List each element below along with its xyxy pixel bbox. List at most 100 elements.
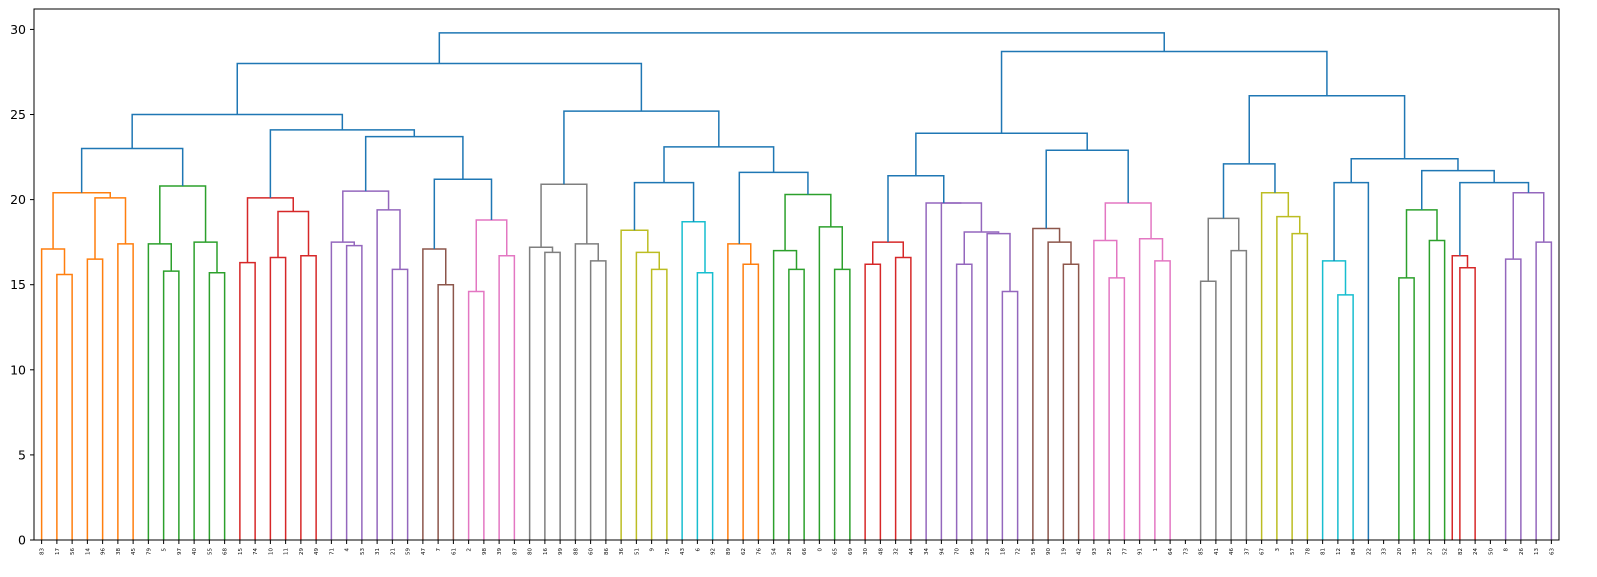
leaf-label: 50 (1488, 548, 1494, 555)
dendrogram-link-4 (94, 197, 127, 260)
dendrogram-link-69 (1138, 238, 1164, 540)
y-tick-label: 20 (10, 192, 26, 207)
leaf-label: 12 (1336, 548, 1342, 555)
leaf-label: 46 (1229, 548, 1235, 555)
plot-frame (33, 8, 1560, 541)
dendrogram-link-62 (887, 175, 945, 243)
leaf-label: 20 (1397, 548, 1403, 555)
leaf-label: 52 (1443, 548, 1449, 555)
leaf-label: 40 (192, 548, 198, 555)
dendrogram-link-61 (925, 202, 962, 540)
dendrogram-link-92 (1421, 169, 1495, 210)
leaf-label: 35 (1412, 548, 1418, 555)
leaf-label: 27 (1427, 548, 1433, 555)
dendrogram-link-49 (738, 171, 809, 244)
leaf-label: 21 (390, 548, 396, 555)
leaf-label: 73 (1183, 548, 1189, 555)
dendrogram-link-82 (1333, 181, 1370, 540)
leaf-label: 1 (1153, 548, 1159, 552)
y-tick-label: 0 (18, 533, 26, 548)
leaf-label: 70 (955, 548, 961, 555)
leaf-label: 79 (146, 548, 152, 555)
leaf-label: 81 (1321, 548, 1327, 555)
dendrogram-link-90 (1512, 192, 1545, 260)
leaf-label: 18 (1000, 548, 1006, 555)
dendrogram-link-31 (544, 251, 561, 540)
leaf-label: 16 (543, 548, 549, 555)
leaf-label: 17 (55, 548, 61, 555)
dendrogram-link-19 (391, 268, 409, 540)
leaf-label: 91 (1138, 548, 1144, 555)
dendrogram-link-0 (56, 273, 73, 540)
leaf-label: 56 (70, 548, 76, 555)
dendrogram-link-71 (1045, 149, 1129, 229)
dendrogram-link-24 (467, 290, 485, 540)
dendrogram-link-15 (277, 210, 310, 258)
dendrogram-link-33 (589, 260, 607, 540)
dendrogram-link-28 (364, 135, 464, 192)
leaf-label: 90 (1046, 548, 1052, 555)
leaf-label: 24 (1473, 548, 1479, 555)
leaf-label: 87 (512, 548, 518, 555)
dendrogram-link-87 (1451, 255, 1469, 540)
dendrogram-link-78 (1260, 192, 1290, 540)
dendrogram-link-6 (162, 270, 180, 540)
leaf-label: 51 (634, 548, 640, 555)
dendrogram-link-47 (818, 226, 843, 540)
dendrogram-link-91 (1459, 181, 1530, 256)
leaf-label: 53 (360, 548, 366, 555)
dendrogram-link-30 (131, 113, 344, 149)
dendrogram-link-5 (52, 192, 111, 249)
leaf-label: 38 (116, 548, 122, 555)
dendrogram-link-51 (563, 110, 720, 185)
dendrogram-link-68 (1154, 260, 1171, 540)
leaf-label: 32 (894, 548, 900, 555)
leaf-label: 0 (817, 548, 823, 552)
leaf-label: 83 (40, 548, 46, 555)
dendrogram-link-29 (269, 129, 416, 198)
leaf-label: 86 (604, 548, 610, 555)
leaf-label: 84 (1351, 548, 1357, 555)
leaf-label: 89 (726, 548, 732, 555)
dendrogram-link-32 (528, 246, 554, 540)
leaf-label: 19 (1061, 548, 1067, 555)
dendrogram-link-23 (422, 248, 447, 540)
leaf-label: 13 (1534, 548, 1540, 555)
leaf-label: 39 (497, 548, 503, 555)
dendrogram-link-80 (1337, 294, 1354, 540)
leaf-label: 26 (1519, 548, 1525, 555)
leaf-label: 45 (131, 548, 137, 555)
dendrogram-link-54 (894, 256, 912, 540)
leaf-label: 49 (314, 548, 320, 555)
dendrogram-link-94 (1248, 95, 1406, 164)
dendrogram-link-59 (963, 231, 1000, 265)
dendrogram-link-85 (1405, 209, 1438, 278)
dendrogram-link-57 (1001, 290, 1019, 540)
leaf-label: 22 (1366, 548, 1372, 555)
dendrogram-link-37 (635, 251, 660, 540)
leaf-label: 41 (1214, 548, 1220, 555)
leaf-label: 30 (863, 548, 869, 555)
dendrogram-link-52 (236, 62, 643, 115)
leaf-label: 33 (1382, 548, 1388, 555)
leaf-label: 97 (177, 548, 183, 555)
leaf-label: 76 (756, 548, 762, 555)
leaf-label: 48 (878, 548, 884, 555)
y-tick-label: 25 (10, 107, 26, 122)
leaf-label: 7 (436, 548, 442, 552)
leaf-label: 8 (1504, 548, 1510, 552)
leaf-label: 68 (223, 548, 229, 555)
dendrogram-link-53 (864, 263, 882, 540)
leaf-label: 60 (589, 548, 595, 555)
leaf-label: 74 (253, 548, 259, 555)
dendrogram-link-25 (498, 255, 516, 540)
leaf-label: 99 (558, 548, 564, 555)
y-tick-label: 10 (10, 362, 26, 377)
dendrogram-link-10 (159, 185, 207, 244)
dendrogram-link-66 (1108, 277, 1126, 540)
dendrogram-link-36 (650, 268, 668, 540)
leaf-label: 36 (619, 548, 625, 555)
leaf-label: 2 (467, 548, 473, 552)
leaf-label: 72 (1016, 548, 1022, 555)
